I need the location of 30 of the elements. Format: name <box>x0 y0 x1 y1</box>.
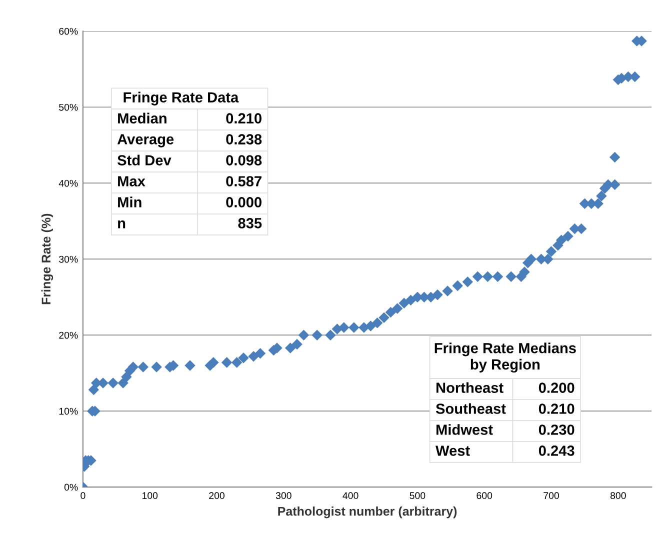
y-tick-label: 50% <box>59 104 78 111</box>
x-tick-label: 100 <box>142 492 158 500</box>
x-tick-label: 500 <box>410 492 426 500</box>
text: Average 0.238 <box>117 134 262 148</box>
annotation: Fringe Rate Data <box>124 92 239 106</box>
y-tick-label: 60% <box>59 28 78 35</box>
x-tick-label: 400 <box>342 492 358 500</box>
annotation: Fringe Rate Medians by Region <box>434 342 576 373</box>
x-tick-label: 0 <box>80 492 86 500</box>
text: Midwest 0.230 <box>436 424 574 435</box>
text: Std Dev 0.098 <box>117 154 262 166</box>
text: Northeast 0.200 <box>436 382 574 393</box>
x-tick-label: 600 <box>476 492 492 500</box>
text: n 835 <box>118 218 262 228</box>
x-tick-label: 300 <box>276 492 292 500</box>
y-tick-label: 0% <box>64 484 78 491</box>
text: Min 0.000 <box>118 196 262 208</box>
text: Median 0.210 <box>118 112 262 124</box>
y-axis-title: Fringe Rate (%) <box>41 214 54 304</box>
x-tick-label: 800 <box>610 492 626 500</box>
y-tick-label: 40% <box>58 180 78 187</box>
y-tick-label: 20% <box>59 332 78 339</box>
text: Southeast 0.210 <box>436 403 574 414</box>
y-tick-label: 10% <box>59 408 78 415</box>
y-tick-label: 30% <box>59 256 78 263</box>
x-tick-label: 700 <box>544 492 559 500</box>
text: Max 0.587 <box>118 176 262 186</box>
text: West 0.243 <box>436 446 574 456</box>
x-tick-label: 200 <box>209 492 224 500</box>
x-axis-title: Pathologist number (arbitrary) <box>278 506 457 518</box>
